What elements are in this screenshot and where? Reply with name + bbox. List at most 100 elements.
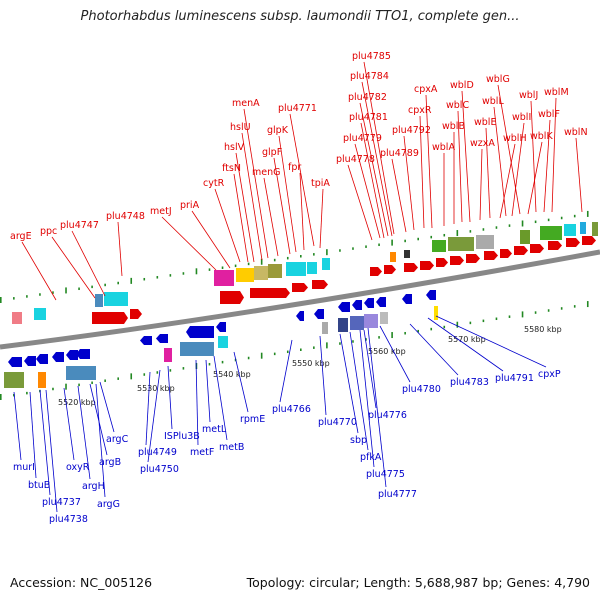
tick-mark bbox=[39, 293, 41, 296]
forward-gene-arrow bbox=[370, 267, 382, 276]
tick-mark bbox=[65, 287, 67, 294]
tick-mark bbox=[78, 287, 80, 291]
tick-mark bbox=[260, 258, 263, 265]
gene-block bbox=[580, 222, 586, 234]
forward-gene-label: ppc bbox=[40, 226, 57, 237]
gene-block bbox=[322, 322, 328, 334]
tick-label: 5520 kbp bbox=[58, 398, 96, 407]
tick-mark bbox=[52, 387, 54, 391]
tick-mark bbox=[586, 210, 589, 217]
reverse-gene-label: btuB bbox=[28, 480, 50, 491]
gene-block bbox=[95, 294, 103, 307]
forward-gene-label: hslU bbox=[230, 122, 251, 133]
gene-block bbox=[268, 264, 282, 278]
forward-gene-label: cpxA bbox=[414, 84, 438, 95]
gene-block bbox=[164, 348, 172, 362]
reverse-gene-label: plu4749 bbox=[138, 447, 177, 458]
leader-line bbox=[499, 143, 516, 219]
reverse-gene-label: argC bbox=[106, 434, 129, 445]
forward-gene-label: menG bbox=[252, 167, 280, 178]
forward-gene-label: tpiA bbox=[311, 178, 330, 189]
tick-mark bbox=[286, 256, 289, 260]
gene-block bbox=[214, 270, 234, 286]
forward-gene-label: wblK bbox=[530, 131, 553, 142]
reverse-gene-label: plu4738 bbox=[49, 514, 88, 525]
tick-mark bbox=[130, 373, 133, 380]
gene-block bbox=[404, 250, 410, 258]
reverse-gene-arrow bbox=[76, 349, 90, 359]
forward-gene-arrow bbox=[500, 249, 512, 258]
leader-line bbox=[361, 81, 393, 237]
forward-gene-label: argE bbox=[10, 231, 32, 242]
leader-line bbox=[117, 221, 123, 277]
forward-gene-label: wblI bbox=[512, 112, 531, 123]
leader-line bbox=[195, 359, 199, 446]
leader-line bbox=[21, 241, 57, 301]
leader-line bbox=[39, 389, 51, 496]
forward-gene-label: ftsN bbox=[222, 163, 241, 174]
tick-mark bbox=[365, 338, 367, 341]
forward-gene-label: menA bbox=[232, 98, 260, 109]
forward-gene-arrow bbox=[548, 241, 562, 250]
tick-mark bbox=[0, 297, 2, 303]
reverse-gene-arrow bbox=[216, 322, 226, 332]
gene-block bbox=[218, 336, 228, 348]
tick-mark bbox=[352, 247, 354, 250]
tick-mark bbox=[130, 277, 133, 284]
forward-gene-label: wblN bbox=[564, 127, 588, 138]
tick-mark bbox=[234, 264, 237, 268]
leader-line bbox=[147, 369, 161, 463]
tick-label: 5570 kbp bbox=[448, 335, 486, 344]
tick-label: 5560 kbp bbox=[368, 347, 406, 356]
forward-gene-label: wblE bbox=[474, 117, 496, 128]
leader-line bbox=[527, 141, 543, 215]
tick-mark bbox=[560, 307, 563, 310]
forward-gene-label: metJ bbox=[150, 206, 172, 217]
forward-gene-label: plu4781 bbox=[349, 112, 388, 123]
forward-gene-label: plu4778 bbox=[336, 154, 375, 165]
forward-gene-label: wblD bbox=[450, 80, 474, 91]
reverse-gene-label: metF bbox=[190, 447, 214, 458]
gene-block bbox=[520, 230, 530, 244]
tick-mark bbox=[247, 262, 250, 266]
tick-mark bbox=[417, 329, 419, 333]
accession-text: Accession: NC_005126 bbox=[10, 575, 153, 590]
reverse-gene-arrow bbox=[338, 302, 350, 312]
forward-gene-label: priA bbox=[180, 200, 200, 211]
leader-line bbox=[95, 383, 106, 498]
forward-gene-label: wblH bbox=[503, 133, 527, 144]
reverse-gene-arrow bbox=[140, 336, 152, 345]
leader-line bbox=[551, 97, 557, 213]
tick-mark bbox=[182, 367, 185, 370]
reverse-gene-arrow bbox=[426, 290, 436, 300]
forward-gene-label: plu4785 bbox=[352, 51, 391, 62]
leader-line bbox=[63, 387, 75, 461]
leader-line bbox=[263, 177, 279, 257]
tick-mark bbox=[417, 237, 419, 241]
tick-mark bbox=[430, 327, 433, 331]
leader-line bbox=[543, 119, 551, 213]
leader-line bbox=[479, 148, 483, 221]
tick-mark bbox=[391, 332, 393, 339]
forward-gene-label: plu4747 bbox=[60, 220, 99, 231]
gene-block bbox=[322, 258, 330, 270]
gene-block bbox=[448, 237, 474, 251]
tick-mark bbox=[339, 342, 341, 345]
forward-gene-label: cytR bbox=[203, 178, 225, 189]
forward-gene-label: wblG bbox=[486, 74, 510, 85]
leader-line bbox=[241, 132, 263, 261]
leader-line bbox=[319, 188, 324, 249]
tick-mark bbox=[91, 285, 93, 289]
tick-mark bbox=[13, 393, 15, 397]
leader-line bbox=[360, 122, 385, 239]
leader-line bbox=[419, 115, 425, 229]
reverse-gene-label: plu4776 bbox=[368, 410, 407, 421]
leader-line bbox=[51, 236, 96, 299]
tick-mark bbox=[13, 297, 15, 300]
tick-mark bbox=[182, 272, 185, 275]
tick-mark bbox=[339, 249, 341, 252]
tick-mark bbox=[91, 381, 93, 385]
reverse-gene-arrow bbox=[66, 350, 78, 360]
tick-mark bbox=[221, 360, 224, 364]
forward-gene-label: plu4771 bbox=[278, 103, 317, 114]
